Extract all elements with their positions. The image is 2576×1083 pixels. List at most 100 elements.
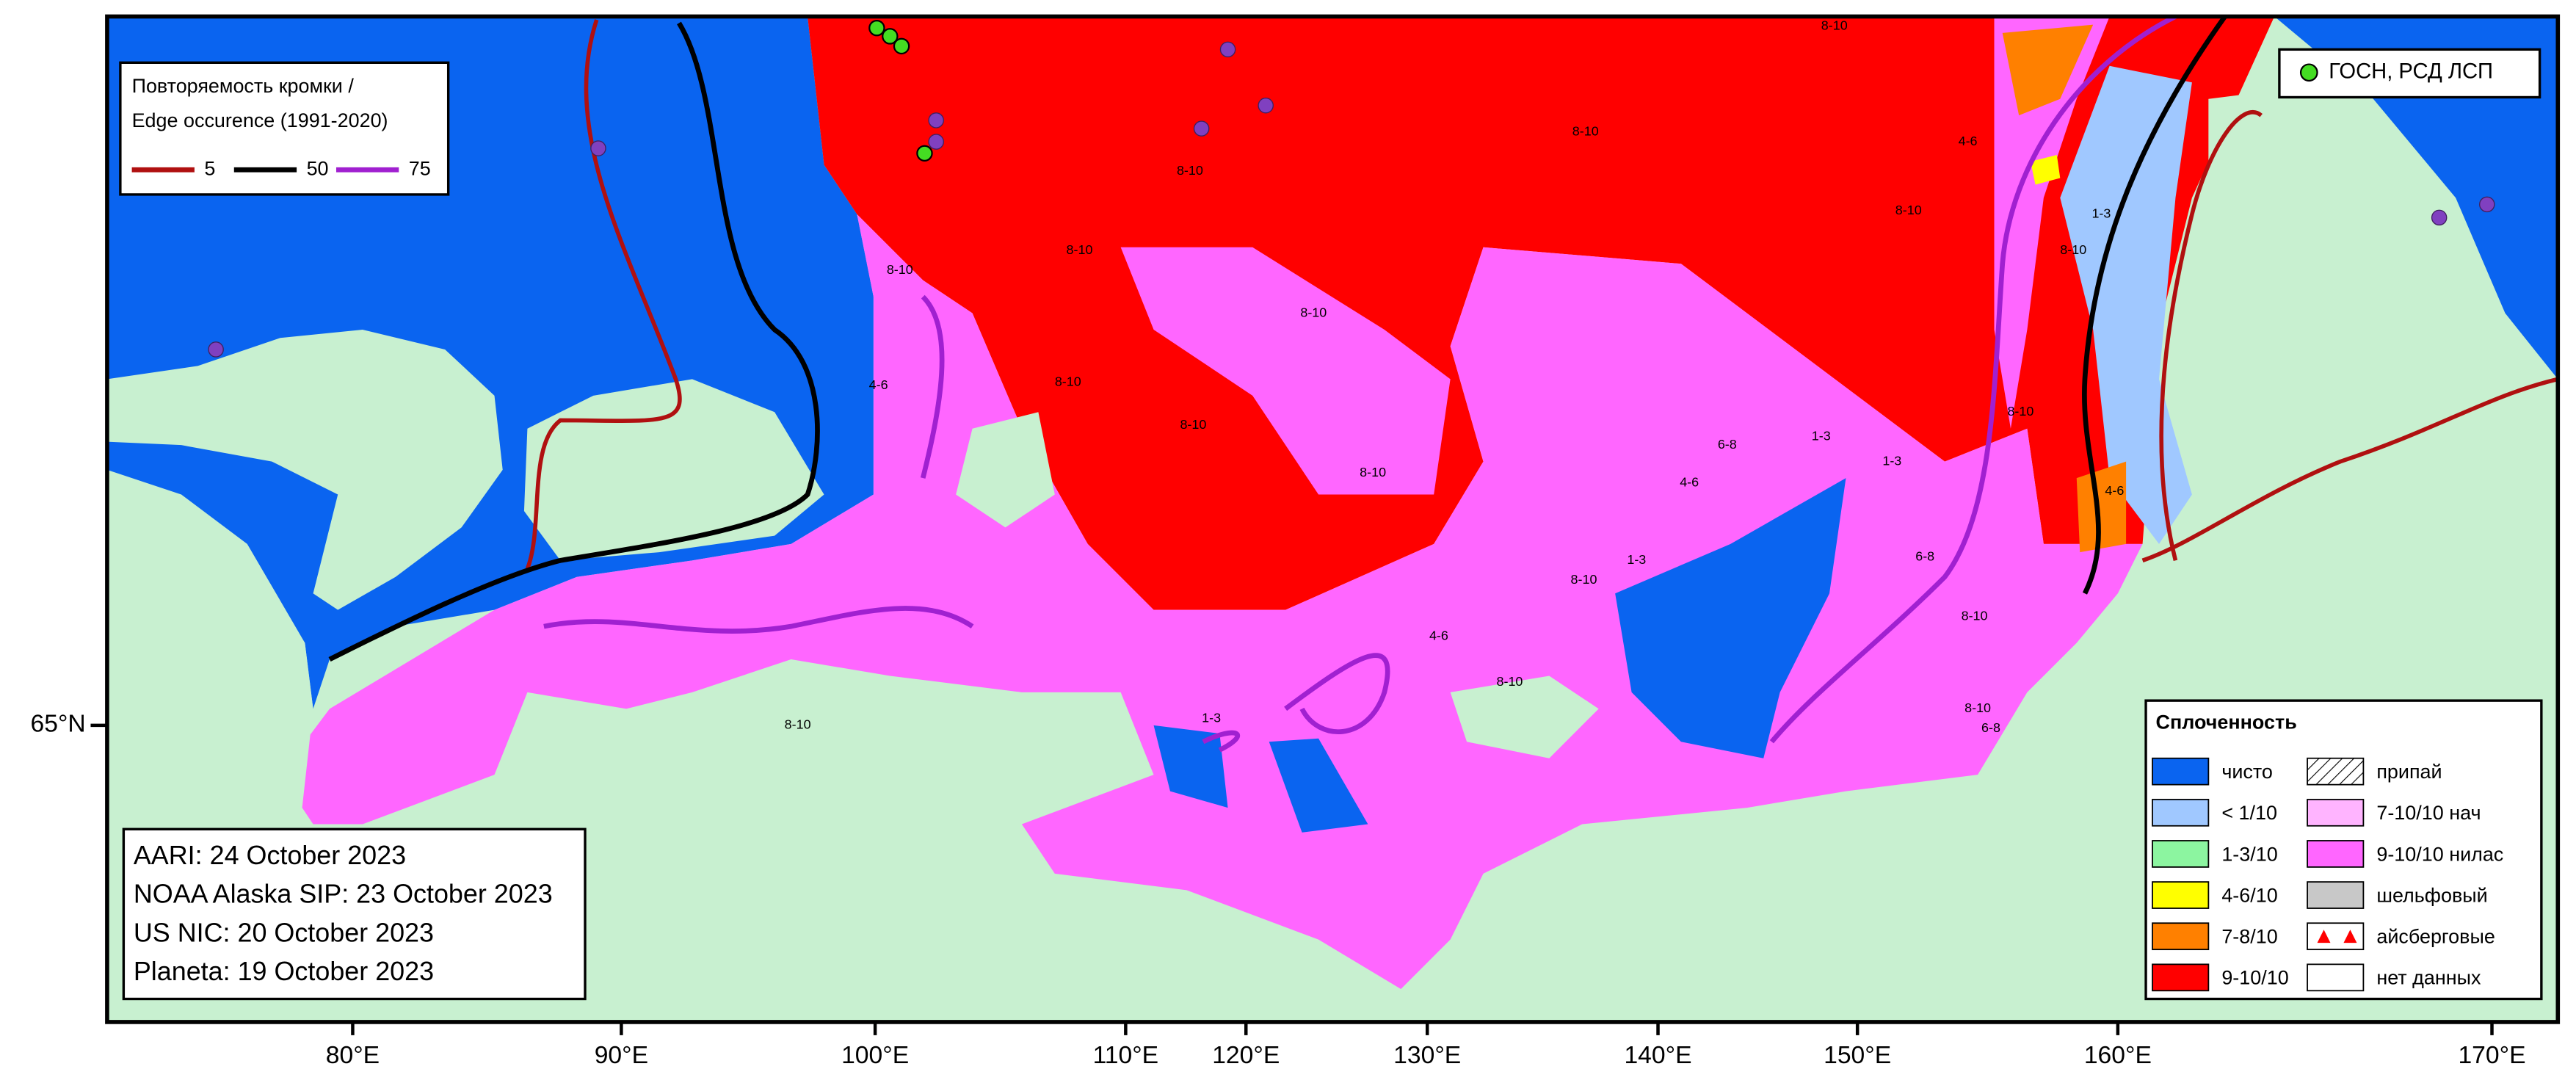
legend-swatch [2307,881,2365,909]
ice-code-label: 8-10 [1964,700,1991,715]
legend-label: чисто [2221,761,2273,783]
ice-code-label: 8-10 [1180,417,1206,432]
lon-label: 110°E [1093,1042,1159,1069]
legend-label: 50 [307,157,329,179]
legend-label: 7-10/10 нач [2376,802,2481,824]
ice-code-label: 8-10 [1300,305,1327,319]
edge-legend: Повторяемость кромки / Edge occurence (1… [119,61,450,196]
drift-buoys [208,41,2495,358]
legend-title: Сплоченность [2156,711,2297,734]
iceberg-symbol [2343,930,2357,943]
lon-label: 80°E [326,1042,380,1069]
legend-swatch [2307,757,2365,786]
open-water [2274,16,2558,380]
legend-label: шельфовый [2376,884,2487,906]
ice-code-label: 8-10 [1571,572,1597,587]
legend-label: ГОСН, РСД ЛСП [2329,59,2493,83]
legend-box [122,827,587,1001]
land [1450,675,1599,758]
legend-swatch [2299,63,2318,82]
land [106,330,503,610]
station [868,19,885,37]
open-water [1153,725,1228,808]
sea-ice-nilas [280,214,2143,990]
sea-ice-young [1994,16,2110,429]
station [916,145,933,162]
legend-label: 75 [409,157,431,179]
edge-isoline [543,16,2177,753]
legend-swatch [2307,840,2365,868]
legend-swatch [2152,757,2210,786]
sea-ice-small [2060,65,2192,544]
iceberg-symbol [2317,930,2331,943]
ice-code-label: 4-6 [1680,475,1699,490]
sea-ice-nilas [1120,247,1451,495]
lon-label: 100°E [841,1042,909,1069]
source-line: AARI: 24 October 2023 [134,840,406,870]
ice-code-label: 8-10 [1496,674,1523,689]
lon-label: 160°E [2084,1042,2152,1069]
land [2208,82,2506,495]
legend-label: < 1/10 [2221,802,2277,824]
sources-box: AARI: 24 October 2023 NOAA Alaska SIP: 23… [122,827,587,1001]
lon-label: 150°E [1824,1042,1891,1069]
station [893,37,910,55]
sea-ice-7-8 [2076,461,2127,553]
station [882,28,899,45]
ice-code-label: 1-3 [1882,453,1901,468]
ice-code-label: 8-10 [2060,242,2086,257]
source-line: Planeta: 19 October 2023 [134,956,434,986]
ice-code-label: 6-8 [1915,549,1934,564]
legend-box [119,61,450,196]
lon-label: 90°E [595,1042,648,1069]
ice-code-label: 8-10 [1177,163,1203,178]
legend-swatch [2152,840,2210,868]
station-markers [868,19,933,162]
edge-isoline [328,16,2227,662]
ice-code-label: 8-10 [785,717,811,732]
lon-label: 130°E [1393,1042,1461,1069]
source-line: US NIC: 20 October 2023 [134,917,434,947]
legend-title: Edge occurence (1991-2020) [132,109,388,131]
sea-ice-7-8 [2002,24,2094,116]
open-water [1615,478,1846,758]
lat-label: 65°N [31,711,86,738]
legend-label: припай [2376,761,2442,783]
legend-label: 5 [204,157,215,179]
legend-label: нет данных [2376,967,2481,989]
sea-ice-9-10 [808,16,2275,610]
ice-code-label: 8-10 [1055,374,1081,389]
legend-label: 7-8/10 [2221,926,2277,948]
ice-code-label: 6-8 [1718,437,1737,452]
legend-label: 9-10/10 [2221,967,2288,989]
map-labels: 8-10 8-10 8-10 8-10 8-10 8-10 8-10 8-10 8-10 8-10… [785,18,2125,735]
legend-items: 5 50 75 [131,157,431,179]
ice-code-label: 4-6 [2105,483,2124,498]
legend-label: айсберговые [2376,926,2495,948]
station-legend: ГОСН, РСД ЛСП [2278,48,2541,99]
legend-swatch [2307,922,2365,951]
ice-code-label: 8-10 [1895,203,1922,217]
lon-labels: 80°E 90°E 100°E 110°E 120°E 130°E 140°E 150°E 16… [326,1021,2526,1069]
map-area: 8-10 8-10 8-10 8-10 8-10 8-10 8-10 8-10 8-10 8-10… [106,16,2558,1022]
ice-code-label: 4-6 [1959,134,1978,148]
legend-swatch [2152,922,2210,951]
ice-code-label: 4-6 [869,377,888,392]
ice-code-label: 8-10 [1067,242,1093,257]
ice-code-label: 8-10 [1360,465,1386,479]
legend-box [2278,48,2541,99]
legend-swatch [2152,963,2210,992]
map-frame [105,14,2561,1024]
ice-code-label: 6-8 [1981,720,2000,735]
legend-swatch [2152,798,2210,827]
lon-label: 170°E [2458,1042,2525,1069]
sources: AARI: 24 October 2023 NOAA Alaska SIP: 23… [134,840,553,986]
land [956,412,1055,528]
ice-code-label: 8-10 [2007,404,2033,419]
legend-swatch [2307,798,2365,827]
open-water [1269,738,1368,833]
ice-code-label: 1-3 [2091,206,2111,221]
ice-code-label: 8-10 [1821,18,1848,33]
